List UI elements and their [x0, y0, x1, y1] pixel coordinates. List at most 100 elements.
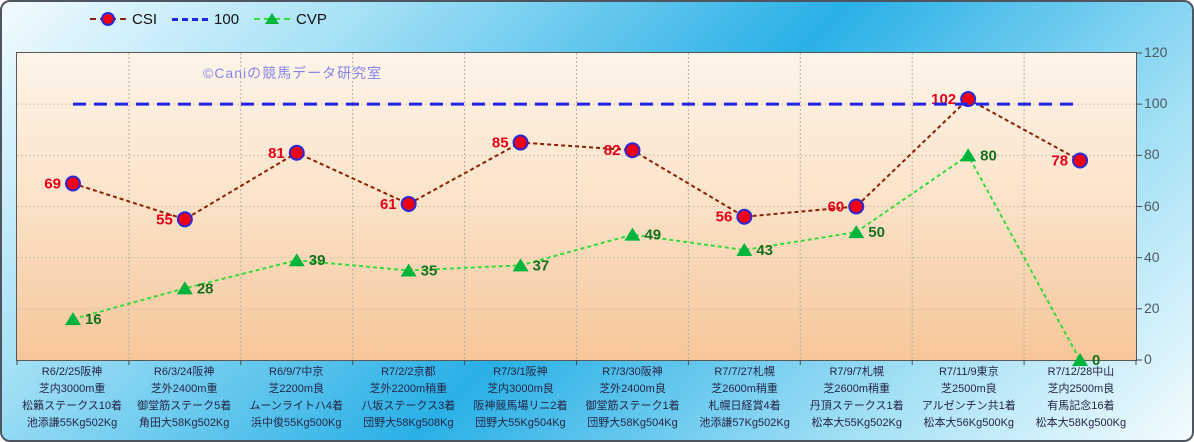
x-label-line: 松籟ステークス10着: [22, 400, 122, 412]
x-axis-labels: R6/2/25阪神 芝内3000m重 松籟ステークス10着 池添謙55Kg502Kg R…: [16, 364, 1137, 432]
x-label-line: R7/2/2京都: [381, 366, 436, 378]
x-label-line: 阪神競馬場リニ2着: [473, 400, 568, 412]
csi-point-icon: [101, 12, 115, 26]
x-label-line: 御堂筋ステーク1着: [585, 400, 680, 412]
cvp-data-point: [400, 263, 417, 277]
x-category-label: R6/3/24阪神 芝外2400m重 御堂筋ステーク5着 角田大58Kg502Kg: [128, 364, 240, 432]
csi-data-point: [176, 211, 193, 228]
x-label-line: 芝2500m良: [940, 383, 997, 395]
x-label-line: 有馬記念16着: [1047, 400, 1115, 412]
x-category-label: R7/12/28中山 芝内2500m良 有馬記念16着 松本大58Kg500Kg: [1025, 364, 1137, 432]
cvp-data-point: [64, 312, 81, 326]
legend-label-cvp: CVP: [296, 10, 327, 28]
x-label-line: 団野大58Kg508Kg: [363, 417, 454, 429]
x-label-line: 団野大58Kg504Kg: [587, 417, 678, 429]
csi-data-point: [288, 144, 305, 161]
x-label-line: 浜中俊55Kg500Kg: [250, 417, 342, 429]
y-tick-label: 100: [1144, 95, 1168, 112]
data-label-CVP: 37: [533, 257, 550, 274]
csi-data-point: [624, 142, 641, 159]
x-label-line: R6/2/25阪神: [41, 366, 103, 378]
x-label-line: R7/3/1阪神: [493, 366, 548, 378]
x-label-line: 芝外2400m良: [599, 383, 666, 395]
data-label-CSI: 81: [268, 145, 285, 162]
csi-data-point: [960, 91, 977, 108]
x-category-label: R7/7/27札幌 芝2600m稍重 札幌日経賞4着 池添謙57Kg502Kg: [689, 364, 801, 432]
x-label-line: R7/11/9東京: [938, 366, 999, 378]
y-tick-label: 40: [1144, 248, 1160, 265]
csi-line-marker-icon: [90, 12, 126, 26]
x-category-label: R6/2/25阪神 芝内3000m重 松籟ステークス10着 池添謙55Kg502Kg: [16, 364, 128, 432]
csi-data-point: [64, 175, 81, 192]
legend-item-cvp: CVP: [254, 9, 327, 29]
y-axis-right: 0 20 40 60 80 100 120: [1144, 2, 1190, 440]
csi-data-point: [512, 134, 529, 151]
y-tick-label: 60: [1144, 197, 1160, 214]
cvp-data-point: [736, 242, 753, 256]
csi-data-point: [736, 208, 753, 225]
x-label-line: 松本大58Kg500Kg: [1035, 417, 1127, 429]
watermark: ©Caniの競馬データ研究室: [203, 65, 383, 81]
y-tick-label: 120: [1144, 44, 1168, 60]
x-label-line: 御堂筋ステーク5着: [137, 400, 232, 412]
legend-label-csi: CSI: [132, 10, 158, 28]
x-label-line: R6/9/7中京: [269, 366, 324, 378]
data-label-CVP: 43: [756, 242, 773, 259]
data-label-CVP: 39: [309, 252, 326, 269]
y-tick-label: 20: [1144, 299, 1160, 316]
cvp-data-point: [624, 227, 641, 241]
x-label-line: R7/7/27札幌: [714, 366, 775, 378]
data-label-CVP: 49: [644, 227, 661, 244]
series-line-CSI: [72, 97, 1081, 221]
x-label-line: 芝外2200m稍重: [369, 383, 448, 395]
x-label-line: 松本大55Kg502Kg: [811, 417, 902, 429]
x-category-label: R6/9/7中京 芝2200m良ムーンライトハ4着 浜中俊55Kg500Kg: [240, 364, 352, 432]
y-tick-label: 0: [1144, 351, 1152, 367]
y-tick-label: 80: [1144, 146, 1160, 163]
cvp-point-icon: [265, 13, 280, 24]
x-label-line: 池添謙55Kg502Kg: [26, 417, 118, 429]
data-label-CSI: 85: [492, 135, 509, 152]
cvp-data-point: [176, 281, 193, 295]
x-label-line: R7/9/7札幌: [829, 366, 884, 378]
x-category-label: R7/3/30阪神 芝外2400m良御堂筋ステーク1着 団野大58Kg504Kg: [576, 364, 688, 432]
data-label-CSI: 82: [604, 142, 621, 159]
data-label-CVP: 80: [980, 147, 997, 164]
x-label-line: 角田大58Kg502Kg: [138, 417, 230, 429]
x-label-line: 団野大55Kg504Kg: [475, 417, 566, 429]
x-label-line: 丹頂ステークス1着: [809, 400, 904, 412]
data-label-CVP: 0: [1092, 352, 1100, 369]
cvp-data-point: [848, 225, 865, 239]
data-label-CSI: 78: [1051, 152, 1068, 169]
x-label-line: 札幌日経賞4着: [708, 400, 781, 412]
legend-label-100: 100: [214, 10, 240, 28]
data-label-CVP: 16: [85, 311, 102, 328]
x-label-line: 芝2200m良: [268, 383, 325, 395]
reference-line-marker-icon: [172, 17, 209, 21]
x-label-line: 芝内2500m良: [1047, 383, 1115, 395]
cvp-line-marker-icon: [254, 13, 291, 24]
x-category-label: R7/9/7札幌 芝2600m稍重丹頂ステークス1着 松本大55Kg502Kg: [801, 364, 913, 432]
x-label-line: 芝外2400m重: [150, 383, 218, 395]
x-label-line: 芝内3000m良: [487, 383, 554, 395]
x-label-line: 池添謙57Kg502Kg: [699, 417, 790, 429]
x-label-line: 松本大56Kg500Kg: [923, 417, 1015, 429]
data-label-CVP: 50: [868, 224, 885, 241]
data-label-CSI: 61: [380, 196, 397, 213]
x-category-label: R7/3/1阪神 芝内3000m良阪神競馬場リニ2着 団野大55Kg504Kg: [464, 364, 576, 432]
csi-data-point: [1072, 152, 1089, 169]
cvp-data-point: [1072, 353, 1089, 366]
data-label-CSI: 55: [156, 211, 173, 228]
cvp-data-point: [512, 258, 529, 272]
x-label-line: ムーンライトハ4着: [249, 400, 344, 412]
x-label-line: R7/3/30阪神: [602, 366, 663, 378]
data-label-CSI: 69: [44, 175, 61, 192]
cvp-data-point: [960, 148, 977, 162]
x-label-line: 芝2600m稍重: [711, 383, 778, 395]
plot-area: 69 55 81 61 85 82 56 60 102 78 16 28 39 35 37 49 43 50 80 0…: [16, 52, 1142, 369]
x-category-label: R7/11/9東京 芝2500m良 アルゼンチン共1着 松本大56Kg500Kg: [913, 364, 1025, 432]
x-category-label: R7/2/2京都 芝外2200m稍重 八坂ステークス3着 団野大58Kg508Kg: [352, 364, 464, 432]
x-label-line: 芝2600m稍重: [823, 383, 891, 395]
